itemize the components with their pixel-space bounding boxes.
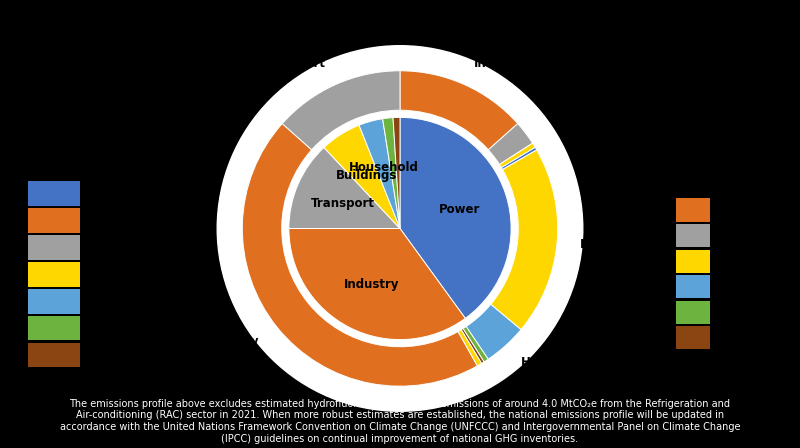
Text: Buildings: Buildings [580, 238, 642, 251]
Text: Industry: Industry [203, 336, 259, 349]
Wedge shape [359, 119, 400, 228]
Text: Industry: Industry [474, 57, 530, 70]
Wedge shape [242, 124, 478, 386]
Wedge shape [502, 147, 537, 169]
Wedge shape [488, 124, 533, 164]
Text: Buildings: Buildings [336, 169, 397, 182]
Circle shape [218, 46, 582, 411]
Wedge shape [490, 150, 558, 330]
Wedge shape [458, 330, 482, 366]
Wedge shape [463, 327, 488, 362]
Wedge shape [289, 147, 400, 228]
Wedge shape [499, 143, 535, 168]
Text: Household: Household [522, 356, 591, 370]
Text: Power: Power [439, 202, 480, 215]
Wedge shape [400, 71, 518, 150]
Text: Transport: Transport [310, 197, 374, 210]
Text: Industry: Industry [344, 278, 399, 291]
Text: The emissions profile above excludes estimated hydrofluorocarbons (HFCs) emissio: The emissions profile above excludes est… [60, 399, 740, 444]
Wedge shape [400, 117, 511, 319]
Wedge shape [282, 71, 400, 150]
Wedge shape [393, 117, 400, 228]
Wedge shape [324, 125, 400, 228]
Wedge shape [466, 304, 521, 359]
Wedge shape [289, 228, 466, 340]
Wedge shape [461, 328, 484, 363]
Wedge shape [382, 117, 400, 228]
Text: Transport: Transport [262, 57, 326, 70]
Text: Household: Household [349, 161, 418, 174]
